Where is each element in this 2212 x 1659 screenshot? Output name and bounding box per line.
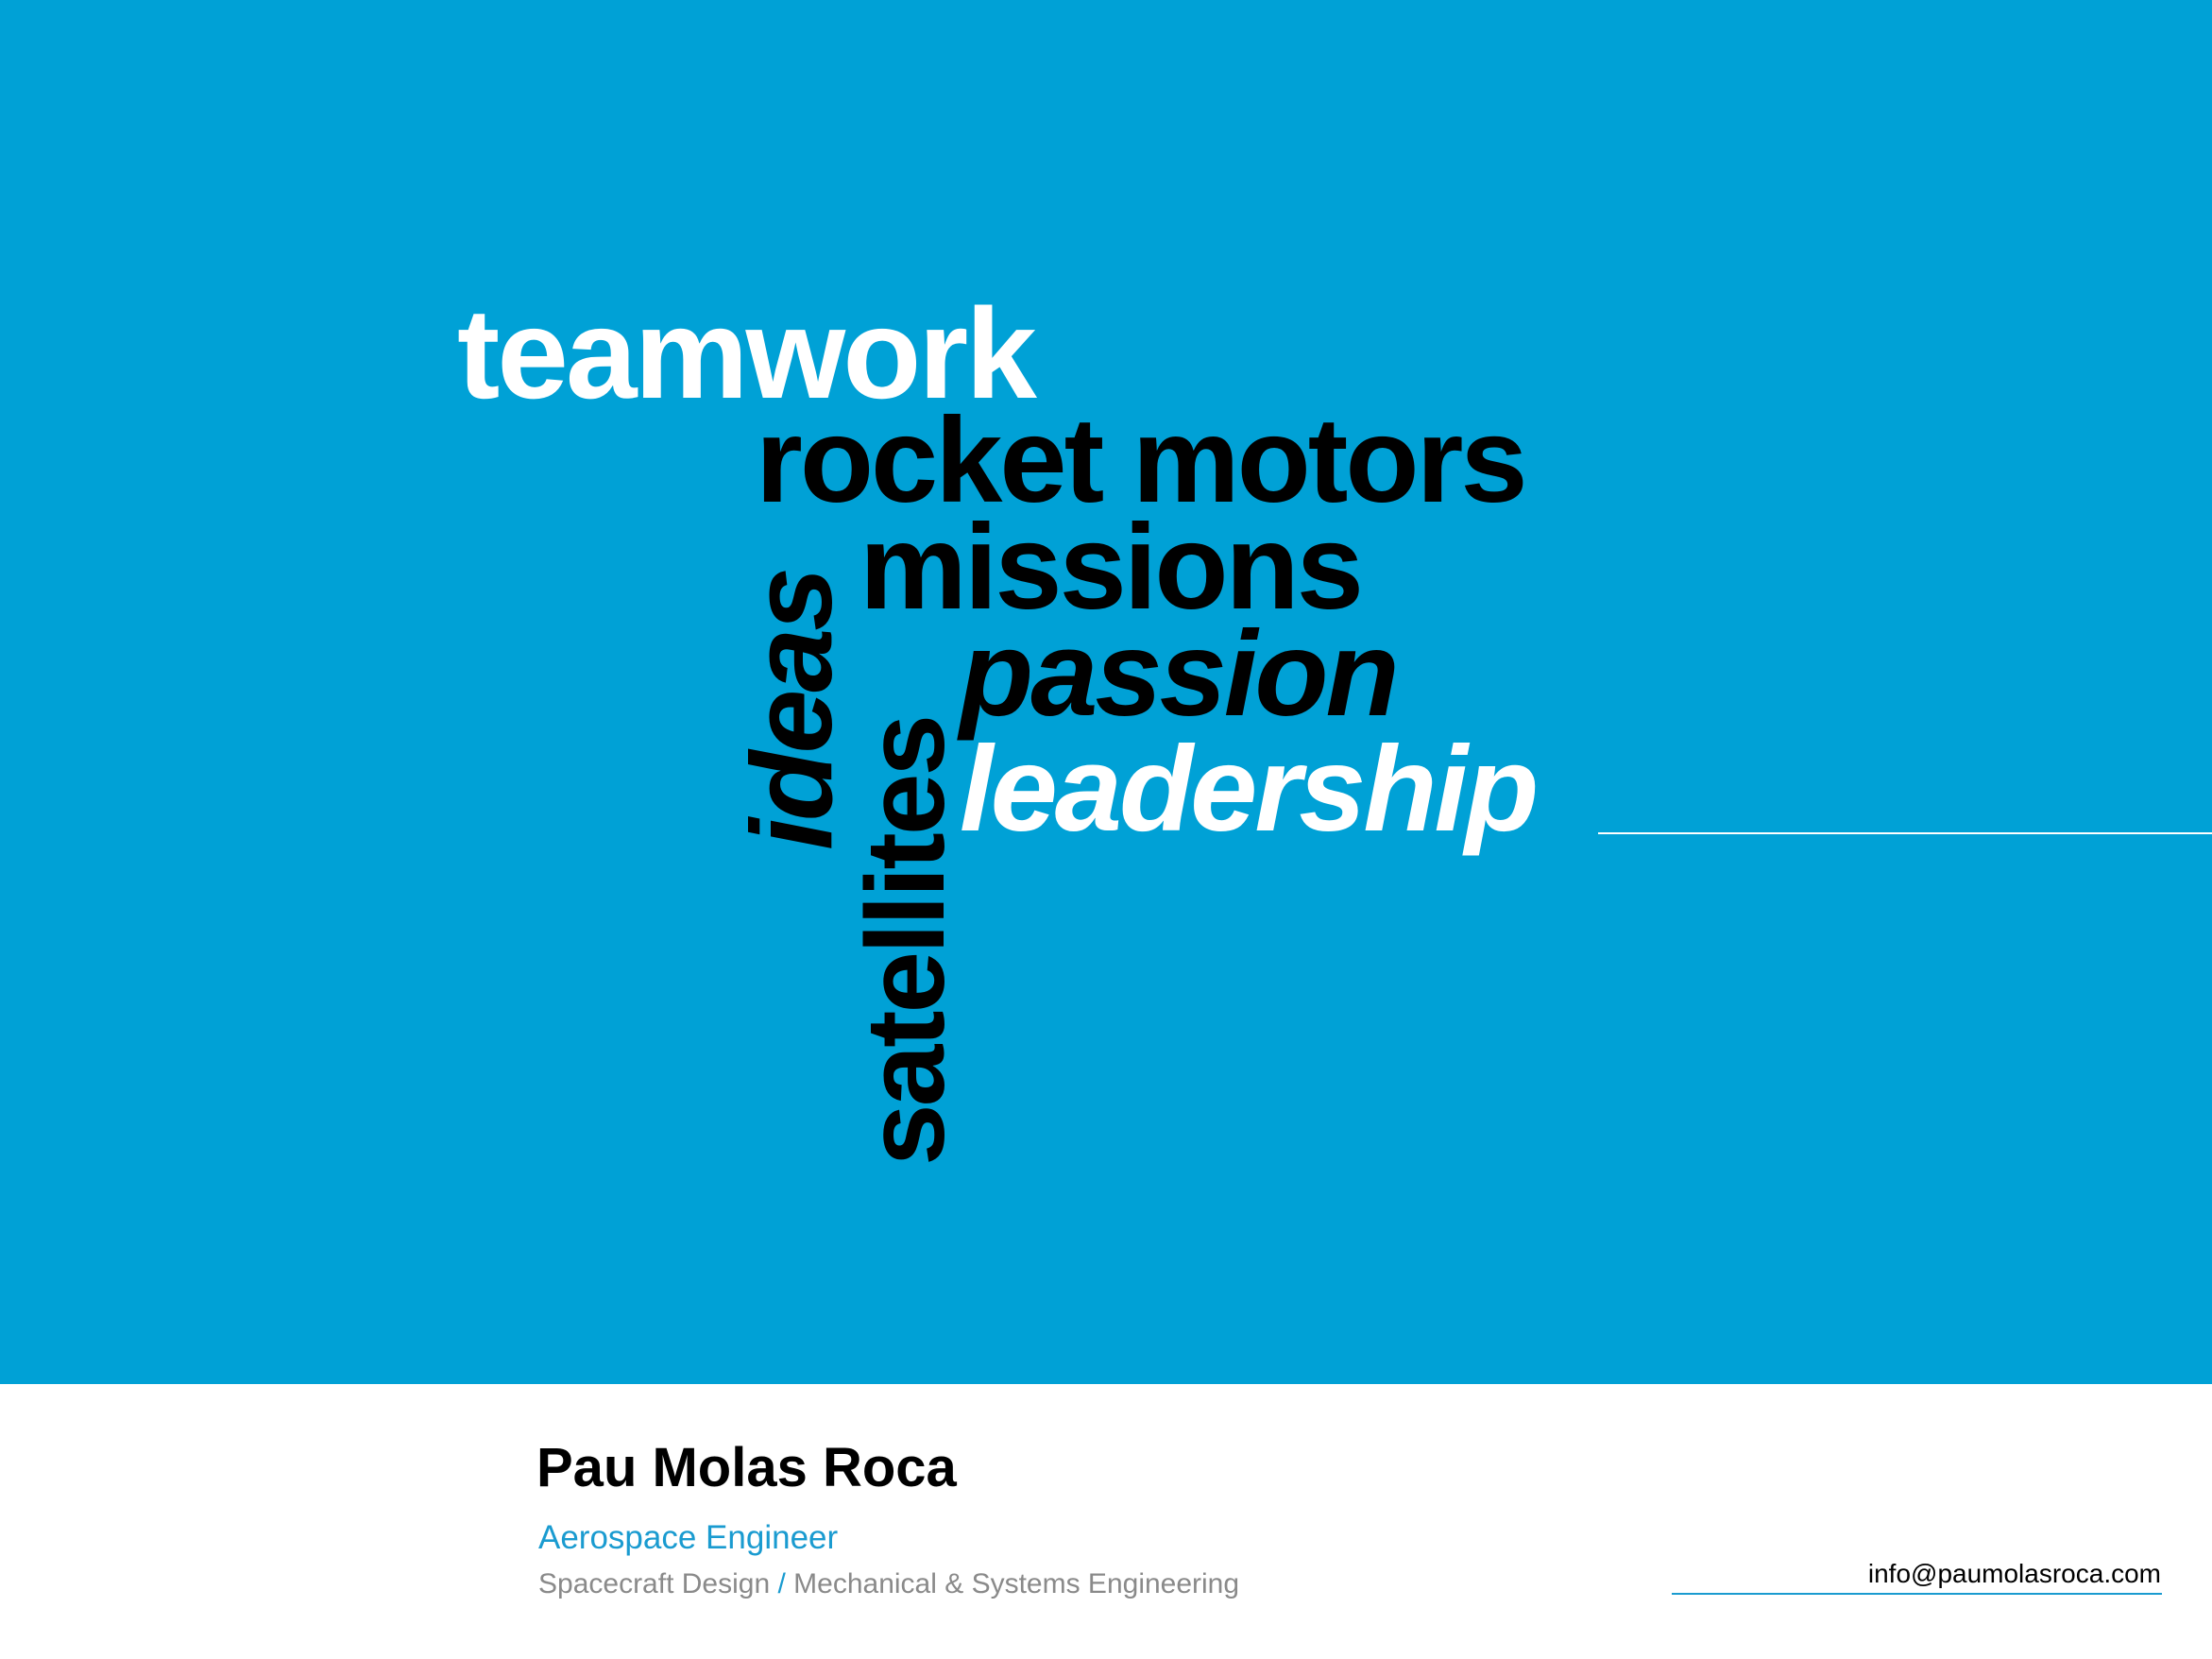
specialty-spacecraft-design: Spacecraft Design <box>538 1568 771 1599</box>
word-missions: missions <box>859 500 1364 635</box>
hero-banner: teamwork rocket motors missions passion … <box>0 0 2212 1384</box>
word-rocket-motors: rocket motors <box>756 393 1528 528</box>
person-name: Pau Molas Roca <box>536 1437 957 1498</box>
word-ideas: ideas <box>727 570 856 850</box>
word-satellites: satellites <box>843 716 968 1166</box>
word-teamwork: teamwork <box>457 282 1037 425</box>
job-title: Aerospace Engineer <box>538 1519 839 1556</box>
word-leadership: leadership <box>960 722 1539 857</box>
hero-divider-line <box>1598 832 2212 834</box>
email-link[interactable]: info@paumolasroca.com <box>1867 1559 2161 1588</box>
specialty-mechanical-systems: Mechanical & Systems Engineering <box>793 1568 1240 1599</box>
specialties-line: Spacecraft Design / Mechanical & Systems… <box>538 1568 1239 1600</box>
specialty-separator: / <box>777 1568 794 1599</box>
word-passion: passion <box>960 607 1400 742</box>
email-underline <box>1672 1593 2162 1595</box>
